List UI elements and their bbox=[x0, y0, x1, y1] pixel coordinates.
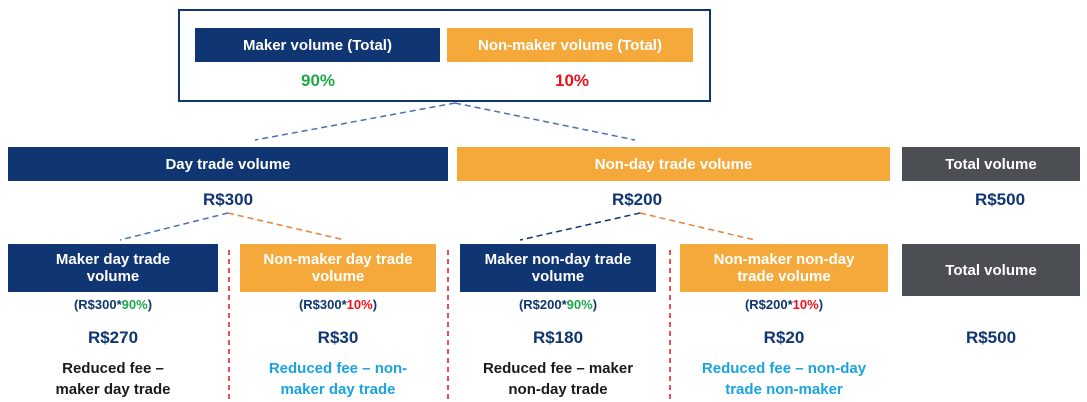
connector bbox=[519, 212, 641, 241]
row3-box: Non-maker non-day trade volume bbox=[680, 244, 888, 292]
description-line: Reduced fee – bbox=[62, 360, 164, 377]
formula-part: 90% bbox=[121, 297, 148, 312]
amount: R$500 bbox=[974, 190, 1026, 209]
description: Reduced fee – maker day trade bbox=[55, 358, 170, 400]
formula-part: ) bbox=[147, 297, 153, 312]
formula: (R$200*90%) bbox=[519, 297, 597, 312]
connector bbox=[254, 102, 456, 141]
amount: R$180 bbox=[532, 328, 584, 347]
formula-part: ) bbox=[372, 297, 378, 312]
description-line: non-day trade bbox=[508, 381, 608, 398]
description-line: maker day trade bbox=[55, 381, 171, 398]
formula: (R$300*90%) bbox=[74, 297, 152, 312]
description-line: Reduced fee – non-day bbox=[701, 360, 867, 377]
description-line: trade non-maker bbox=[725, 381, 843, 398]
label: Non-day trade volume bbox=[594, 155, 753, 173]
formula-part: 10% bbox=[346, 297, 373, 312]
label-line: Non-maker non-day bbox=[713, 251, 855, 268]
amount: R$270 bbox=[87, 328, 139, 347]
nonmaker-total-label: Non-maker volume (Total) bbox=[447, 28, 693, 62]
label-line: Total volume bbox=[945, 261, 1037, 279]
description: Reduced fee – non-day trade non-maker bbox=[702, 358, 866, 400]
connector bbox=[227, 212, 346, 241]
maker-pct: 90% bbox=[300, 71, 336, 90]
row3-box: Non-maker day trade volume bbox=[240, 244, 436, 292]
formula-part: (R$300* bbox=[298, 297, 347, 312]
amount: R$500 bbox=[965, 328, 1017, 347]
description-line: Reduced fee – maker bbox=[482, 360, 634, 377]
label-line: volume bbox=[311, 268, 365, 285]
row2-box: Total volume bbox=[902, 147, 1080, 181]
row3-box: Total volume bbox=[902, 244, 1080, 296]
amount: R$200 bbox=[611, 190, 663, 209]
description: Reduced fee – maker non-day trade bbox=[483, 358, 633, 400]
formula-part: (R$200* bbox=[744, 297, 793, 312]
label-line: volume bbox=[86, 268, 140, 285]
maker-total-label: Maker volume (Total) bbox=[195, 28, 440, 62]
amount: R$30 bbox=[317, 328, 359, 347]
label: Day trade volume bbox=[165, 155, 291, 173]
label: Non-maker volume (Total) bbox=[478, 36, 662, 54]
description-line: Reduced fee – non- bbox=[268, 360, 408, 377]
row2-box: Day trade volume bbox=[8, 147, 448, 181]
formula: (R$200*10%) bbox=[745, 297, 823, 312]
label: Maker volume (Total) bbox=[243, 36, 392, 54]
label-line: Maker non-day trade bbox=[484, 251, 632, 268]
nonmaker-pct: 10% bbox=[554, 71, 590, 90]
description: Reduced fee – non-maker day trade bbox=[269, 358, 407, 400]
label-line: Maker day trade bbox=[55, 251, 171, 268]
amount: R$20 bbox=[763, 328, 805, 347]
label: Total volume bbox=[945, 155, 1037, 173]
formula-part: 10% bbox=[792, 297, 819, 312]
row3-box: Maker non-day trade volume bbox=[460, 244, 656, 292]
connector bbox=[119, 212, 229, 241]
amount: R$300 bbox=[202, 190, 254, 209]
description-line: maker day trade bbox=[280, 381, 396, 398]
formula-part: (R$200* bbox=[518, 297, 567, 312]
row2-box: Non-day trade volume bbox=[457, 147, 890, 181]
top-frame bbox=[178, 9, 711, 102]
label-line: volume bbox=[531, 268, 585, 285]
connector bbox=[639, 212, 756, 241]
row3-box: Maker day trade volume bbox=[8, 244, 218, 292]
formula-part: ) bbox=[818, 297, 824, 312]
formula: (R$300*10%) bbox=[299, 297, 377, 312]
label-line: trade volume bbox=[737, 268, 831, 285]
label-line: Non-maker day trade bbox=[263, 251, 413, 268]
connector bbox=[454, 102, 636, 141]
formula-part: (R$300* bbox=[73, 297, 122, 312]
formula-part: 90% bbox=[566, 297, 593, 312]
formula-part: ) bbox=[592, 297, 598, 312]
